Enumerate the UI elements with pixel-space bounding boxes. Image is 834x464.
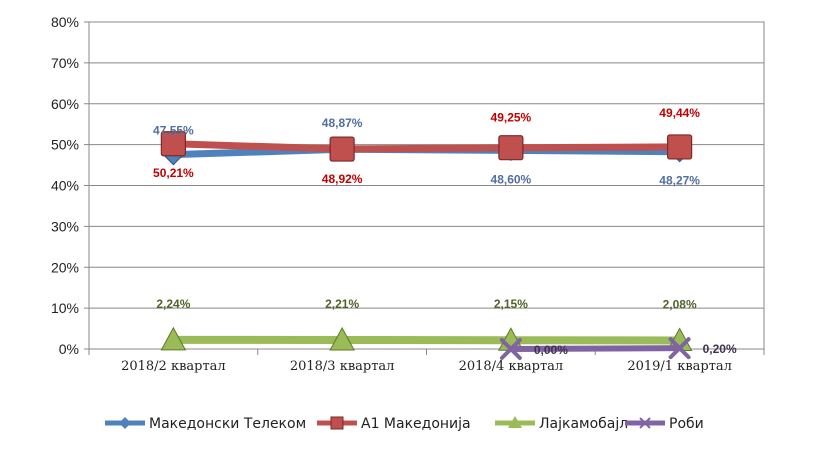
legend-item: Лајкамобајл [495,416,628,432]
legend-label: Лајкамобајл [539,416,628,432]
data-point-x [668,337,691,360]
legend: Македонски Телеком А1 Македонија Лајкамоба… [105,416,704,432]
data-label: 48,92% [322,172,363,186]
y-tick-label: 70% [51,55,79,71]
y-tick-label: 30% [51,218,79,234]
legend-label: А1 Македонија [361,416,471,432]
data-label: 48,27% [659,174,700,188]
data-label: 0,00% [534,343,568,357]
series-line [169,140,684,153]
y-tick-label: 0% [59,341,79,357]
legend-x-icon [639,417,651,429]
data-label: 0,20% [703,342,737,356]
data-label: 50,21% [153,166,194,180]
data-label: 2,15% [494,297,528,311]
legend-item: А1 Македонија [317,416,471,432]
data-point-square [329,136,355,162]
series-3 [499,337,691,360]
legend-diamond-icon [119,417,131,429]
legend-label: Роби [669,416,704,432]
data-label: 49,44% [659,106,700,120]
x-tick-label: 2019/1 квартал [627,359,732,374]
series-1 [160,131,693,162]
x-tick-label: 2018/4 квартал [459,359,564,374]
y-tick-label: 50% [51,137,79,153]
data-label: 47,55% [153,124,194,138]
data-label: 48,87% [322,116,363,130]
data-point-square [498,135,524,161]
legend-square-icon [330,416,344,430]
data-point-square [160,131,186,157]
data-label: 2,08% [663,297,697,311]
legend-triangle-icon [508,416,522,428]
x-tick-label: 2018/2 квартал [121,359,226,374]
x-tick-label: 2018/3 квартал [290,359,395,374]
data-labels: 47,55% 48,87% 48,60% 48,27% 50,21% 48,92% 49,2… [153,106,737,357]
data-point-x [499,338,522,360]
y-tick-label: 40% [51,178,79,194]
data-label: 2,24% [156,297,190,311]
data-point-triangle [160,326,187,351]
data-point-square [667,134,693,160]
data-label: 2,21% [325,297,359,311]
data-point-triangle [329,326,355,351]
legend-item: Македонски Телеком [105,416,306,432]
axes: 0% 10% 20% 30% 40% 50% 60% 70% 80% 2018/2 квартал… [51,14,765,374]
y-tick-label: 80% [51,14,79,30]
y-tick-label: 20% [51,259,79,275]
y-tick-label: 60% [51,96,79,112]
data-label: 49,25% [491,111,532,125]
series-lines [160,131,693,360]
series-line [169,335,684,345]
y-tick-label: 10% [51,300,79,316]
legend-label: Македонски Телеком [149,416,306,432]
series-line [507,345,683,352]
data-label: 48,60% [491,172,532,186]
legend-item: Роби [625,416,704,432]
